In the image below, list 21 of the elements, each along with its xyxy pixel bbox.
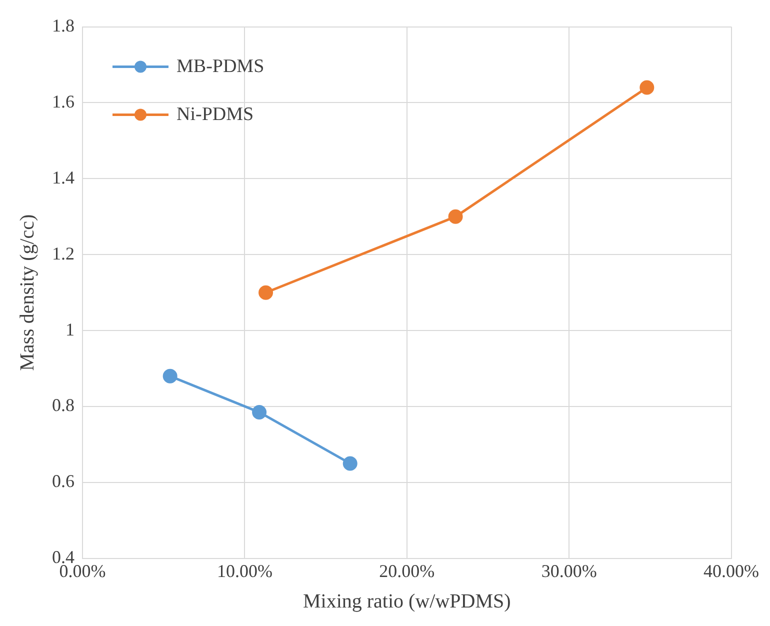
point bbox=[640, 80, 654, 95]
y-tick-label: 1.4 bbox=[52, 167, 74, 188]
y-tick-label: 1 bbox=[66, 319, 74, 340]
x-tick-label: 10.00% bbox=[216, 560, 272, 581]
point bbox=[252, 404, 267, 420]
y-axis-title: Mass density (g/cc) bbox=[16, 214, 38, 371]
y-tick-label: 0.6 bbox=[52, 471, 74, 492]
point bbox=[342, 456, 358, 471]
x-tick-label: 40.00% bbox=[704, 560, 760, 581]
y-tick-label: 1.6 bbox=[52, 91, 74, 112]
legend-label: MB-PDMS bbox=[176, 56, 264, 77]
y-tick-label: 0.8 bbox=[52, 395, 74, 416]
y-tick-label: 1.8 bbox=[52, 16, 74, 36]
point bbox=[162, 368, 178, 384]
legend-label: Ni-PDMS bbox=[176, 104, 254, 125]
y-tick-label: 1.2 bbox=[52, 243, 74, 264]
point bbox=[258, 285, 274, 300]
point bbox=[448, 209, 463, 224]
x-tick-label: 20.00% bbox=[379, 560, 435, 581]
x-tick-label: 30.00% bbox=[541, 560, 597, 581]
x-axis-title: Mixing ratio (w/wPDMS) bbox=[302, 590, 511, 612]
